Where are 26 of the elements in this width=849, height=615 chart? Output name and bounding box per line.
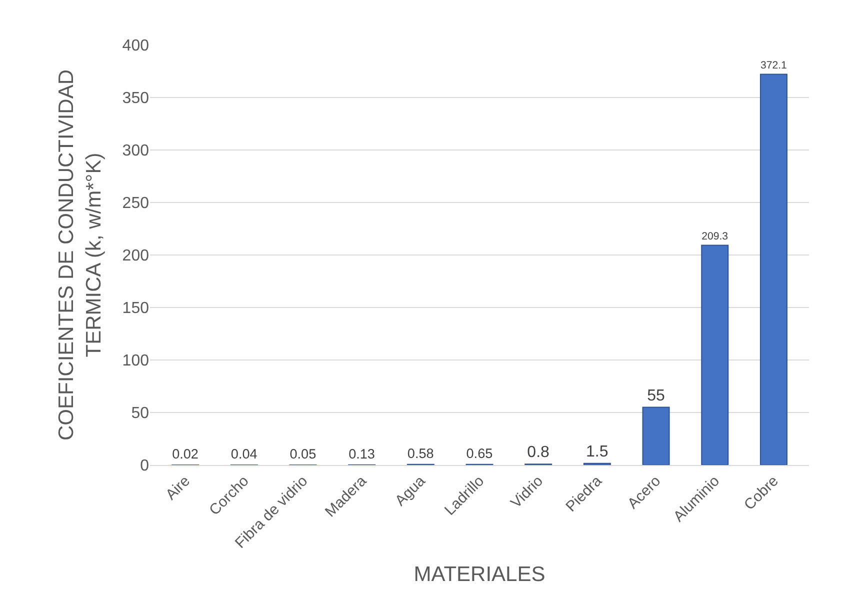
data-label: 0.65	[466, 446, 493, 461]
x-axis-title: MATERIALES	[414, 563, 546, 586]
data-label: 0.58	[407, 446, 434, 461]
y-tick-label: 300	[122, 142, 150, 160]
y-axis-title: COEFICIENTES DE CONDUCTIVIDAD TERMICA (k, w/m*°K)	[55, 69, 106, 441]
data-label: 0.05	[290, 446, 316, 462]
data-label: 372.1	[760, 60, 787, 72]
bar	[760, 74, 788, 465]
bar	[701, 244, 729, 465]
y-tick-label: 0	[140, 458, 150, 475]
bar	[642, 406, 670, 465]
y-tick-label: 50	[131, 405, 150, 422]
y-tick-label: 250	[122, 195, 150, 212]
y-tick-label: 400	[122, 38, 150, 55]
data-label: 209.3	[702, 230, 728, 243]
data-label: 0.13	[348, 446, 375, 462]
y-tick-label: 350	[122, 90, 150, 108]
y-tick-label: 100	[122, 352, 150, 370]
y-tick-label: 150	[122, 300, 150, 318]
data-label: 1.5	[586, 443, 608, 460]
x-tick-label: Aire	[162, 472, 194, 504]
y-tick-label: 200	[122, 248, 150, 265]
data-label: 0.02	[172, 446, 198, 462]
data-label: 0.8	[527, 444, 550, 462]
data-label: 0.04	[230, 446, 258, 462]
data-label: 55	[647, 387, 665, 404]
